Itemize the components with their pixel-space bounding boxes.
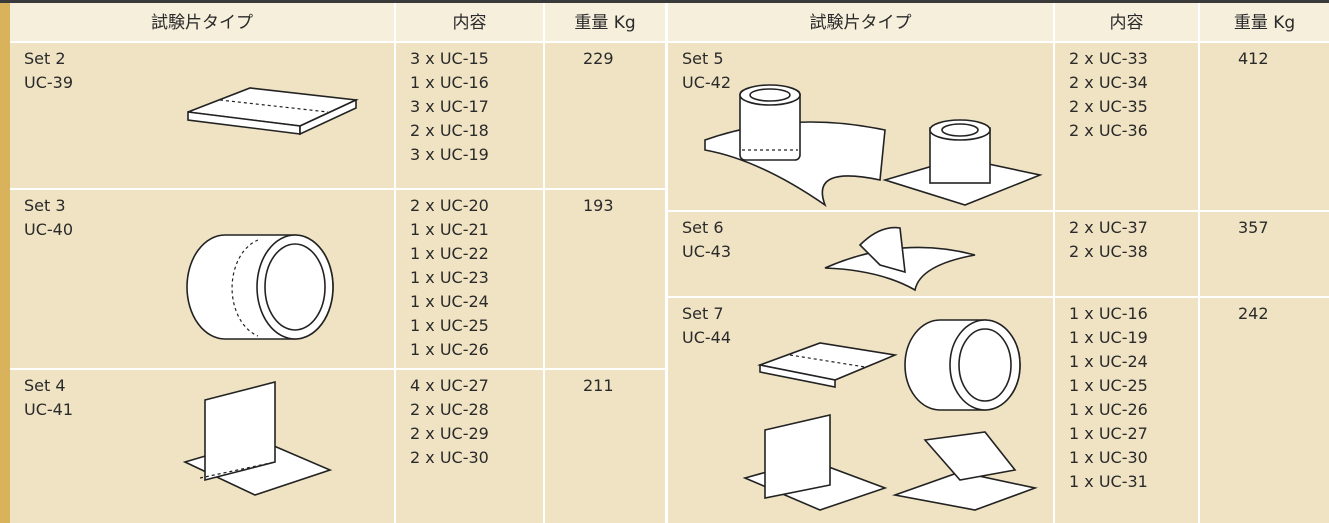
set-name: Set 7 — [682, 304, 724, 323]
content-item: 2 x UC-28 — [410, 400, 489, 419]
column-header: 重量 Kg — [1200, 3, 1329, 41]
contents-cell: 2 x UC-20 1 x UC-21 1 x UC-22 1 x UC-23 1 x … — [396, 190, 543, 368]
content-item: 2 x UC-35 — [1069, 97, 1148, 116]
weight: 193 — [583, 196, 614, 215]
column-header: 内容 — [1055, 3, 1198, 41]
content-item: 4 x UC-27 — [410, 376, 489, 395]
content-item: 2 x UC-29 — [410, 424, 489, 443]
set-name: Set 2 — [24, 49, 66, 68]
column-header: 重量 Kg — [545, 3, 665, 41]
set-code: UC-41 — [24, 400, 74, 419]
weight-cell: 412 — [1200, 43, 1329, 210]
content-item: 1 x UC-16 — [1069, 304, 1148, 323]
content-item: 2 x UC-36 — [1069, 121, 1148, 140]
content-item: 2 x UC-38 — [1069, 242, 1148, 261]
contents-cell: 4 x UC-27 2 x UC-28 2 x UC-29 2 x UC-30 — [396, 370, 543, 523]
content-item: 3 x UC-15 — [410, 49, 489, 68]
contents-cell: 2 x UC-37 2 x UC-38 — [1055, 212, 1198, 296]
set-code: UC-40 — [24, 220, 74, 239]
set-name: Set 3 — [24, 196, 66, 215]
type-cell: Set 6 UC-43 — [668, 212, 1053, 296]
content-item: 2 x UC-34 — [1069, 73, 1148, 92]
side-strip — [0, 3, 10, 523]
set-code: UC-39 — [24, 73, 74, 92]
content-item: 1 x UC-24 — [1069, 352, 1148, 371]
set-name: Set 6 — [682, 218, 724, 237]
content-item: 3 x UC-17 — [410, 97, 489, 116]
content-item: 1 x UC-23 — [410, 268, 489, 287]
weight-cell: 193 — [545, 190, 665, 368]
weight-cell: 242 — [1200, 298, 1329, 523]
content-item: 3 x UC-19 — [410, 145, 489, 164]
content-item: 1 x UC-25 — [1069, 376, 1148, 395]
weight: 412 — [1238, 49, 1269, 68]
set-code: UC-42 — [682, 73, 732, 92]
weight-cell: 357 — [1200, 212, 1329, 296]
weight: 211 — [583, 376, 614, 395]
content-item: 1 x UC-25 — [410, 316, 489, 335]
weight: 357 — [1238, 218, 1269, 237]
column-header: 内容 — [396, 3, 543, 41]
content-item: 1 x UC-26 — [410, 340, 489, 359]
content-item: 2 x UC-33 — [1069, 49, 1148, 68]
top-rule — [0, 0, 1329, 3]
content-item: 1 x UC-30 — [1069, 448, 1148, 467]
type-cell: Set 7 UC-44 — [668, 298, 1053, 523]
set-code: UC-44 — [682, 328, 732, 347]
content-item: 1 x UC-16 — [410, 73, 489, 92]
column-header: 試験片タイプ — [10, 3, 394, 41]
content-item: 1 x UC-26 — [1069, 400, 1148, 419]
content-item: 1 x UC-27 — [1069, 424, 1148, 443]
weight: 242 — [1238, 304, 1269, 323]
content-item: 1 x UC-22 — [410, 244, 489, 263]
content-item: 1 x UC-21 — [410, 220, 489, 239]
content-item: 2 x UC-20 — [410, 196, 489, 215]
column-header: 試験片タイプ — [668, 3, 1053, 41]
set-name: Set 5 — [682, 49, 724, 68]
content-item: 1 x UC-19 — [1069, 328, 1148, 347]
content-item: 2 x UC-37 — [1069, 218, 1148, 237]
weight: 229 — [583, 49, 614, 68]
content-item: 1 x UC-24 — [410, 292, 489, 311]
type-cell: Set 4 UC-41 — [10, 370, 394, 523]
type-cell: Set 5 UC-42 — [668, 43, 1053, 210]
content-item: 2 x UC-18 — [410, 121, 489, 140]
contents-cell: 3 x UC-15 1 x UC-16 3 x UC-17 2 x UC-18 3 x … — [396, 43, 543, 188]
contents-cell: 1 x UC-16 1 x UC-19 1 x UC-24 1 x UC-25 1 x … — [1055, 298, 1198, 523]
content-item: 2 x UC-30 — [410, 448, 489, 467]
contents-cell: 2 x UC-33 2 x UC-34 2 x UC-35 2 x UC-36 — [1055, 43, 1198, 210]
weight-cell: 211 — [545, 370, 665, 523]
content-item: 1 x UC-31 — [1069, 472, 1148, 491]
type-cell: Set 2 UC-39 — [10, 43, 394, 188]
set-name: Set 4 — [24, 376, 66, 395]
weight-cell: 229 — [545, 43, 665, 188]
set-code: UC-43 — [682, 242, 732, 261]
type-cell: Set 3 UC-40 — [10, 190, 394, 368]
